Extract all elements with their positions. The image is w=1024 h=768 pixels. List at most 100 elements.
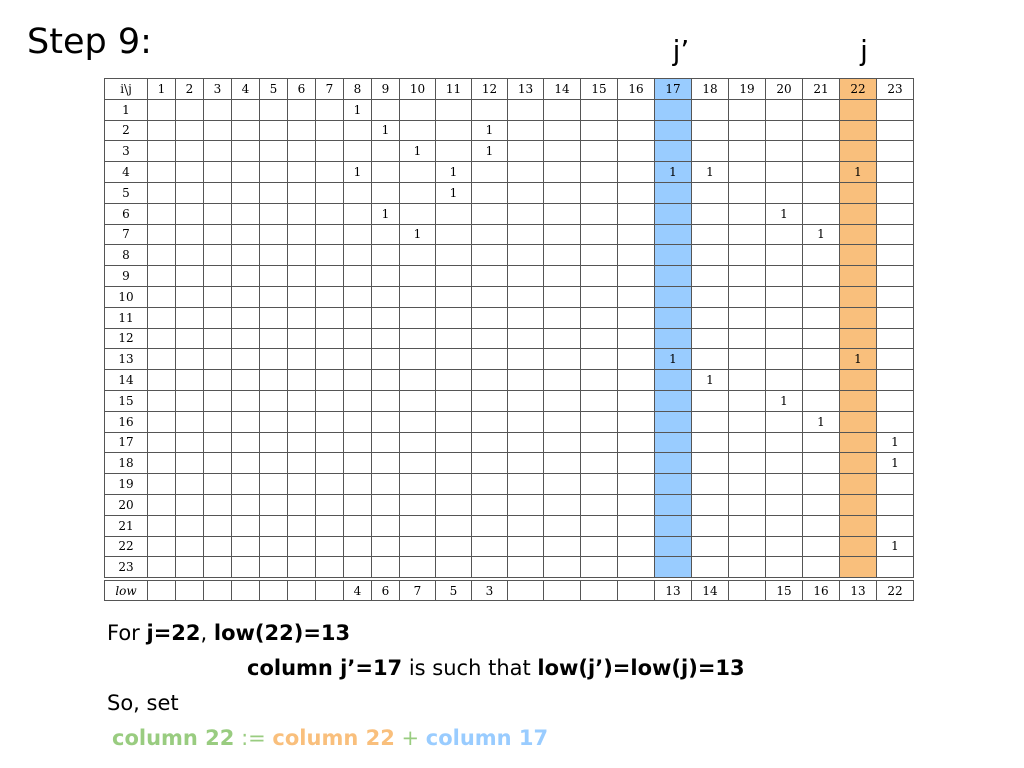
matrix-cell [435, 202, 472, 225]
matrix-cell [343, 140, 372, 163]
matrix-cell [399, 514, 436, 537]
matrix-cell [839, 244, 877, 267]
matrix-cell [876, 556, 914, 579]
matrix-cell [507, 473, 544, 495]
matrix-cell [802, 348, 840, 371]
matrix-cell [765, 473, 803, 495]
column-header: 16 [617, 78, 655, 100]
matrix-cell [147, 348, 176, 371]
matrix-cell [765, 265, 803, 287]
matrix-cell [259, 348, 288, 371]
matrix-cell [287, 285, 316, 308]
matrix-cell [471, 161, 508, 183]
matrix-cell [654, 369, 692, 391]
matrix-row: 22 1 [104, 535, 914, 558]
matrix-cell [728, 348, 766, 371]
matrix-cell [543, 327, 581, 350]
matrix-cell: 1 [435, 181, 472, 204]
matrix-cell [147, 514, 176, 537]
matrix-cell [175, 327, 204, 350]
matrix-cell [617, 389, 655, 412]
matrix-cell [287, 306, 316, 329]
matrix-cell [435, 431, 472, 454]
matrix-cell [343, 202, 372, 225]
matrix-cell [765, 223, 803, 246]
matrix-cell [435, 244, 472, 267]
matrix-cell [399, 119, 436, 142]
matrix-cell [203, 119, 232, 142]
matrix-cell [507, 410, 544, 433]
matrix-cell [839, 514, 877, 537]
low-label: low [104, 580, 148, 601]
matrix-cell [691, 202, 729, 225]
row-header: 11 [104, 306, 148, 329]
matrix-cell [543, 202, 581, 225]
low-value-cell: 14 [691, 580, 729, 601]
matrix-cell [728, 306, 766, 329]
matrix-cell [287, 410, 316, 433]
matrix-cell [399, 556, 436, 579]
matrix-cell: 1 [371, 202, 400, 225]
matrix-cell [876, 514, 914, 537]
matrix-cell [580, 244, 618, 267]
matrix-cell [435, 452, 472, 475]
matrix-cell: 1 [876, 535, 914, 558]
matrix-row: 16 1 [104, 410, 914, 433]
matrix-cell [654, 452, 692, 475]
matrix-cell [315, 244, 344, 267]
matrix-cell [147, 473, 176, 495]
matrix-cell [580, 348, 618, 371]
matrix-cell [147, 202, 176, 225]
matrix-cell [580, 556, 618, 579]
matrix-cell [580, 535, 618, 558]
matrix-cell [802, 306, 840, 329]
matrix-cell [728, 161, 766, 183]
matrix-cell [617, 119, 655, 142]
matrix-cell [259, 161, 288, 183]
matrix-cell [287, 431, 316, 454]
source-column-1: column 22 [272, 726, 395, 750]
matrix-cell [203, 431, 232, 454]
matrix-cell [802, 244, 840, 267]
matrix-cell [839, 452, 877, 475]
matrix-cell [399, 493, 436, 516]
matrix-cell [315, 119, 344, 142]
matrix-cell [343, 473, 372, 495]
matrix-cell [617, 348, 655, 371]
row-header: 5 [104, 181, 148, 204]
column-header: 22 [839, 78, 877, 100]
matrix-cell [203, 244, 232, 267]
matrix-cell [839, 327, 877, 350]
matrix-cell [543, 119, 581, 142]
matrix-cell [876, 161, 914, 183]
matrix-cell [175, 306, 204, 329]
matrix-cell [147, 119, 176, 142]
matrix-cell [371, 140, 400, 163]
matrix-cell [617, 161, 655, 183]
matrix-cell [315, 306, 344, 329]
matrix-cell [654, 181, 692, 204]
matrix-cell [876, 389, 914, 412]
matrix-cell [580, 181, 618, 204]
matrix-cell [839, 140, 877, 163]
matrix-cell [435, 285, 472, 308]
matrix-cell [175, 452, 204, 475]
matrix-cell [507, 119, 544, 142]
row-header: 22 [104, 535, 148, 558]
low-value-cell: 5 [435, 580, 472, 601]
matrix-cell [543, 223, 581, 246]
matrix-cell [654, 389, 692, 412]
matrix-cell [691, 119, 729, 142]
matrix-cell [371, 410, 400, 433]
matrix-cell [507, 535, 544, 558]
matrix-cell [435, 119, 472, 142]
matrix-cell [691, 98, 729, 121]
matrix-cell [580, 431, 618, 454]
matrix-cell [259, 327, 288, 350]
matrix-cell [175, 223, 204, 246]
matrix-cell [399, 306, 436, 329]
row-header: 9 [104, 265, 148, 287]
matrix-cell [802, 369, 840, 391]
matrix-cell [617, 431, 655, 454]
row-header: 20 [104, 493, 148, 516]
